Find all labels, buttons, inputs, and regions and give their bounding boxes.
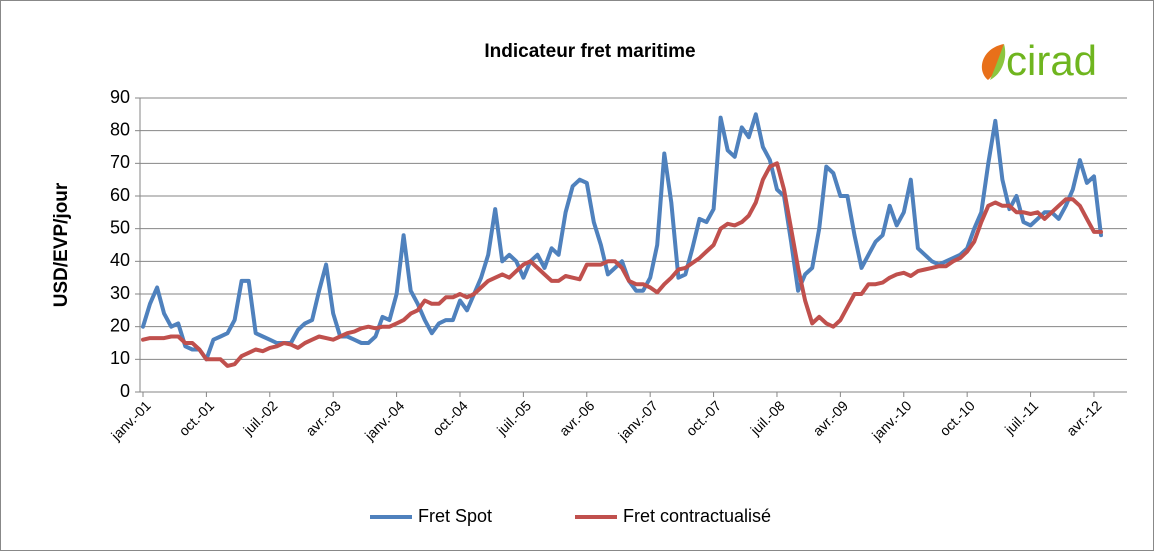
series-line (141, 161, 1103, 368)
chart-title: Indicateur fret maritime (484, 41, 695, 62)
y-tick-label: 90 (110, 87, 130, 107)
y-tick-label: 10 (110, 348, 130, 368)
logo: cirad (981, 37, 1097, 84)
series-line (141, 112, 1103, 362)
y-tick-label: 0 (120, 381, 130, 401)
logo-leaf (981, 44, 1004, 80)
logo-leaf (990, 44, 1006, 80)
logo-text: cirad (1006, 37, 1097, 84)
legend-label: Fret contractualisé (623, 506, 771, 526)
y-tick-label: 80 (110, 119, 130, 139)
y-tick-label: 40 (110, 250, 130, 270)
y-tick-label: 20 (110, 315, 130, 335)
y-axis-label: USD/EVP/jour (51, 182, 72, 307)
y-tick-label: 50 (110, 217, 130, 237)
legend-label: Fret Spot (418, 506, 492, 526)
y-tick-label: 60 (110, 185, 130, 205)
y-tick-label: 70 (110, 152, 130, 172)
y-tick-label: 30 (110, 283, 130, 303)
